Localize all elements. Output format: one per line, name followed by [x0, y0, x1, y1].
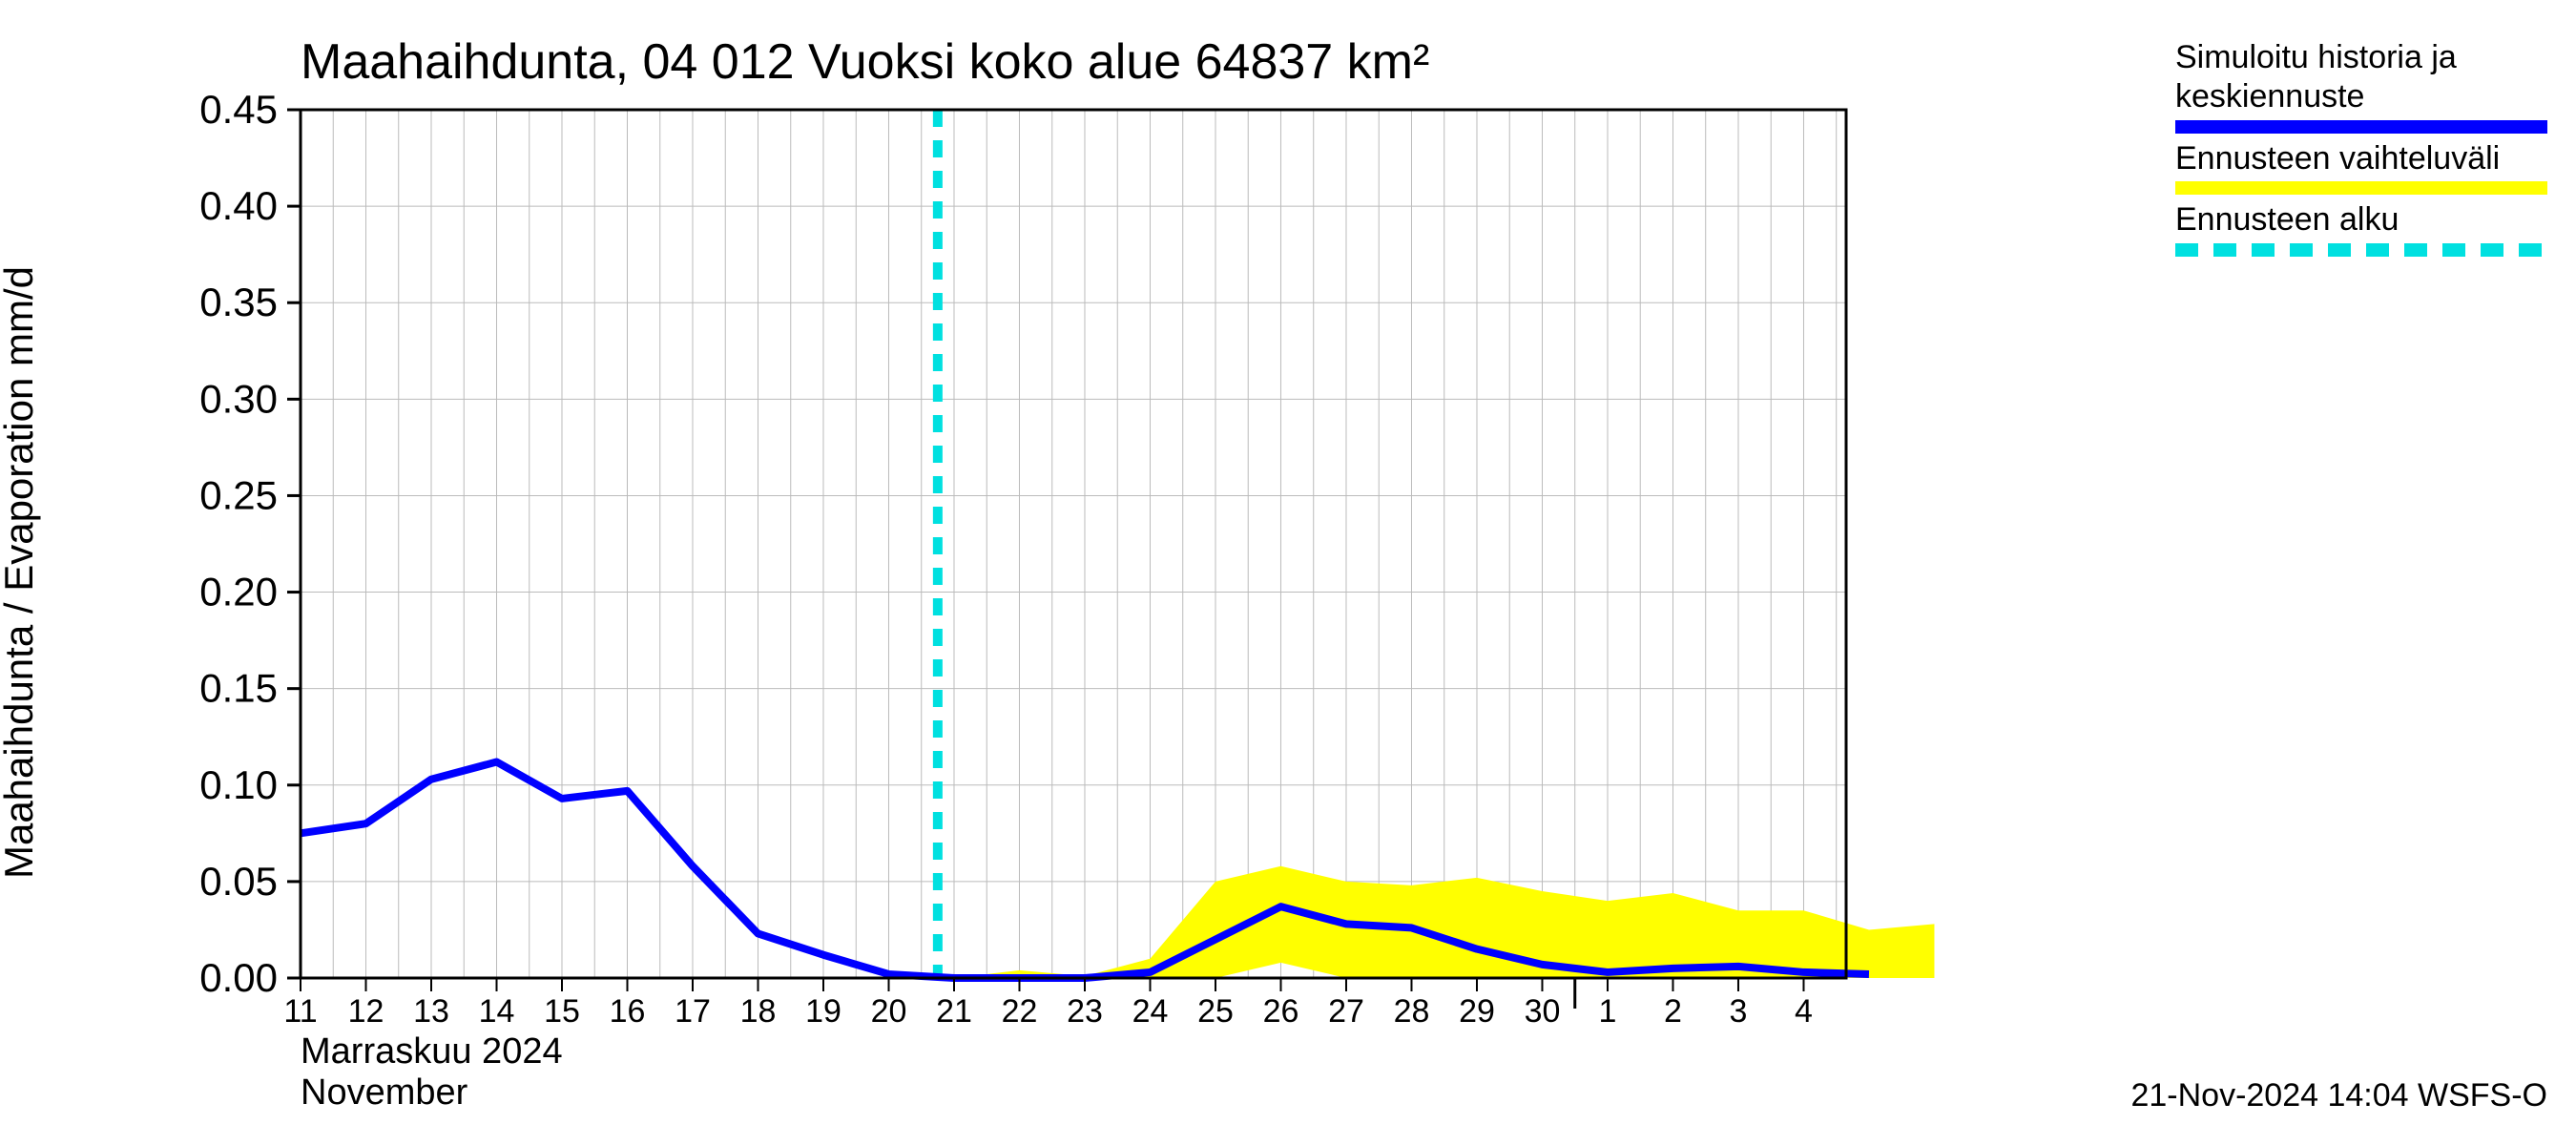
x-tick-label: 27 [1328, 993, 1364, 1030]
legend-item-mean: Simuloitu historia ja keskiennuste [2175, 38, 2547, 134]
chart-title: Maahaihdunta, 04 012 Vuoksi koko alue 64… [301, 33, 1429, 91]
month-label-en: November [301, 1072, 467, 1113]
y-tick-label: 0.25 [199, 472, 278, 517]
legend: Simuloitu historia ja keskiennuste Ennus… [2175, 38, 2547, 262]
x-tick-label: 20 [871, 993, 907, 1030]
x-tick-label: 2 [1664, 993, 1682, 1030]
x-axis-month-label: Marraskuu 2024 November [301, 1031, 563, 1114]
x-tick-label: 14 [479, 993, 515, 1030]
x-tick-label: 23 [1067, 993, 1103, 1030]
x-tick-label: 26 [1263, 993, 1299, 1030]
y-tick-label: 0.05 [199, 859, 278, 904]
chart-container: Maahaihdunta, 04 012 Vuoksi koko alue 64… [0, 0, 2576, 1145]
y-tick-label: 0.00 [199, 955, 278, 1000]
y-tick-label: 0.15 [199, 666, 278, 711]
legend-swatch-dash [2175, 243, 2547, 257]
y-tick-label: 0.40 [199, 183, 278, 228]
month-label-fi: Marraskuu 2024 [301, 1031, 563, 1072]
legend-swatch-fill [2175, 181, 2547, 195]
legend-item-band: Ennusteen vaihteluväli [2175, 139, 2547, 196]
forecast-band [954, 866, 1934, 978]
x-tick-label: 28 [1394, 993, 1430, 1030]
y-axis-label: Maahaihdunta / Evaporation mm/d [0, 266, 42, 879]
y-tick-label: 0.30 [199, 376, 278, 421]
x-tick-label: 22 [1002, 993, 1038, 1030]
x-tick-label: 1 [1599, 993, 1617, 1030]
plot-border [301, 110, 1846, 978]
x-tick-label: 15 [544, 993, 580, 1030]
x-tick-label: 21 [936, 993, 972, 1030]
x-tick-label: 24 [1132, 993, 1169, 1030]
x-tick-label: 3 [1730, 993, 1748, 1030]
x-tick-label: 30 [1525, 993, 1561, 1030]
x-tick-label: 19 [805, 993, 841, 1030]
y-tick-label: 0.35 [199, 280, 278, 324]
timestamp: 21-Nov-2024 14:04 WSFS-O [2130, 1077, 2547, 1114]
grid [301, 110, 1846, 978]
x-tick-label: 13 [413, 993, 449, 1030]
x-tick-label: 25 [1197, 993, 1234, 1030]
legend-swatch-line [2175, 120, 2547, 134]
y-tick-label: 0.10 [199, 762, 278, 807]
x-tick-label: 16 [610, 993, 646, 1030]
x-tick-label: 29 [1459, 993, 1495, 1030]
legend-label-mean: Simuloitu historia ja keskiennuste [2175, 38, 2547, 116]
x-tick-label: 11 [283, 993, 317, 1030]
legend-label-band: Ennusteen vaihteluväli [2175, 139, 2547, 178]
x-tick-label: 17 [675, 993, 711, 1030]
y-tick-label: 0.20 [199, 570, 278, 614]
x-tick-label: 18 [740, 993, 777, 1030]
x-tick-label: 4 [1795, 993, 1813, 1030]
y-tick-label: 0.45 [199, 87, 278, 132]
legend-label-forecast: Ennusteen alku [2175, 200, 2547, 239]
x-tick-label: 12 [348, 993, 384, 1030]
legend-item-forecast: Ennusteen alku [2175, 200, 2547, 257]
